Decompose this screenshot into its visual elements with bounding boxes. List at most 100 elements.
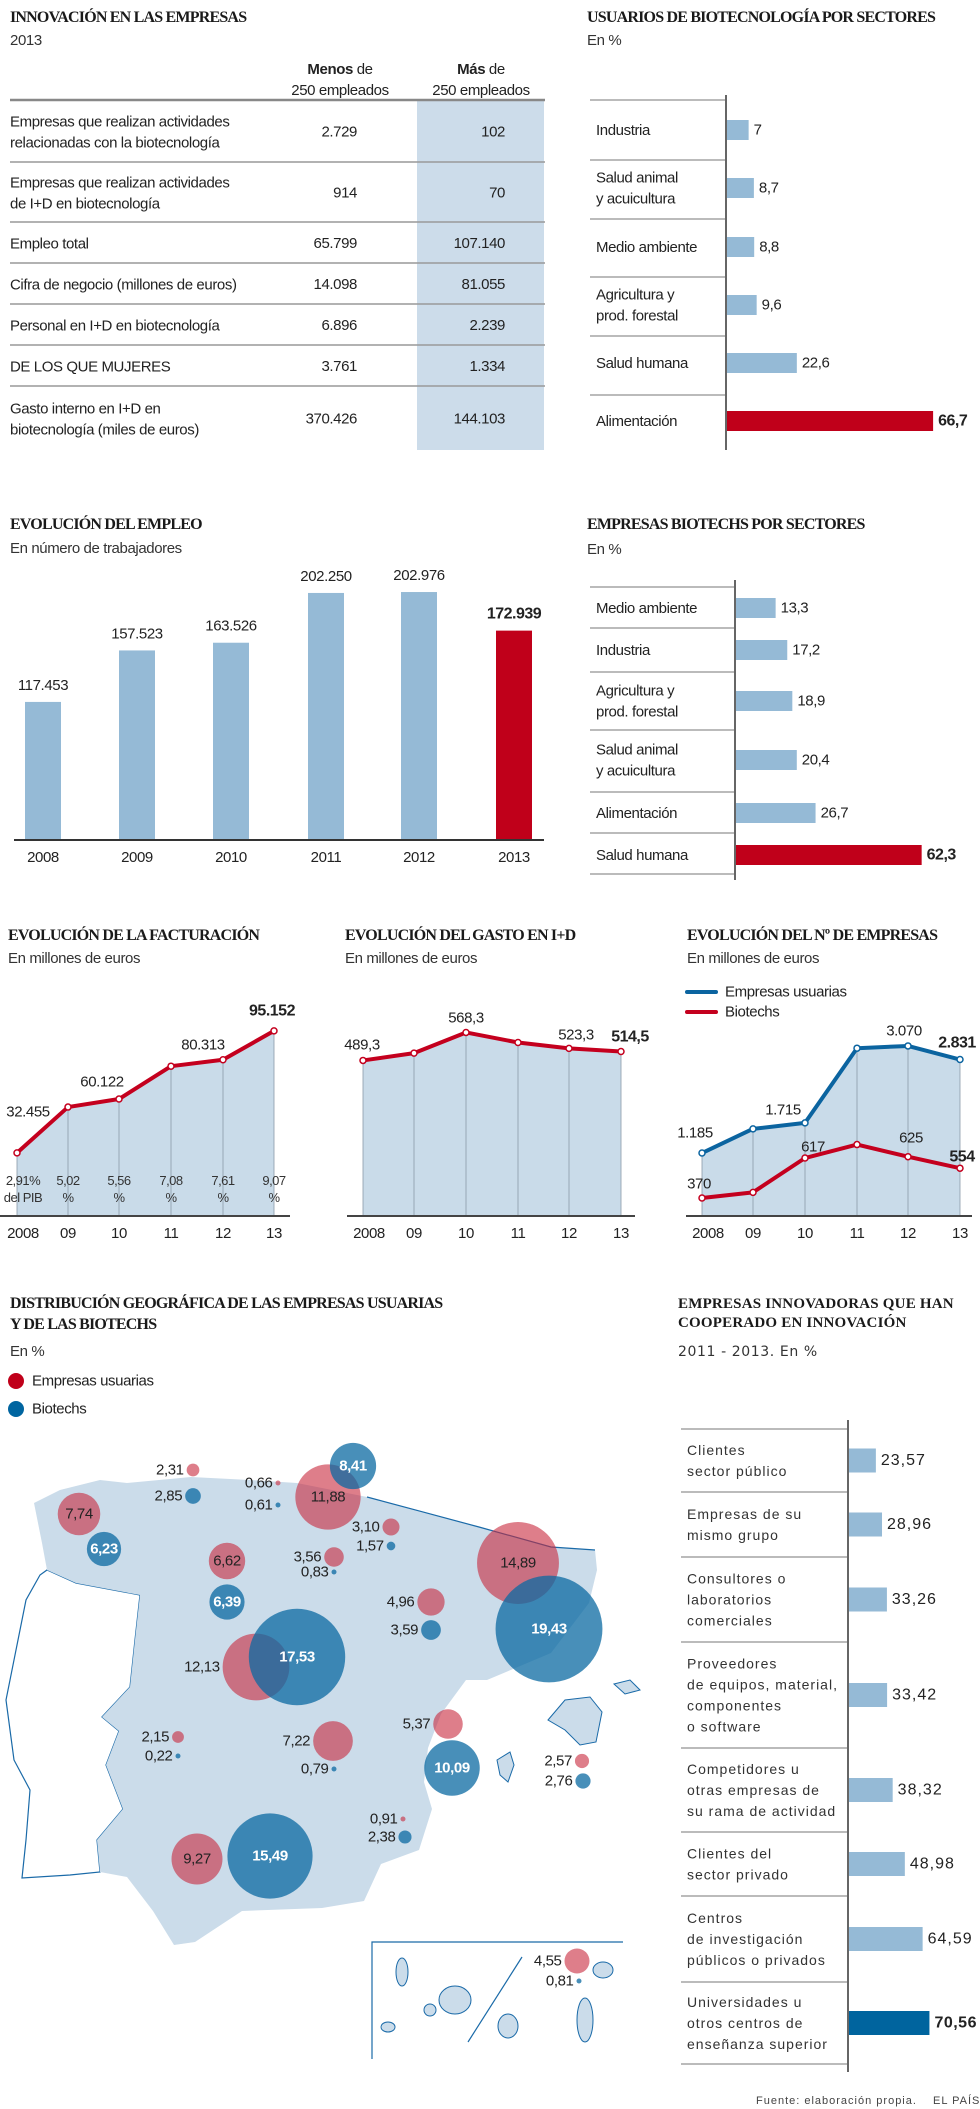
chart-title: EVOLUCIÓN DEL Nº DE EMPRESAS [687,925,938,944]
category-label-line: sector público [687,1463,787,1479]
bar [308,592,344,840]
row-label-line: biotecnología (miles de euros) [10,421,199,438]
row-label: Personal en I+D en biotecnología [10,317,220,334]
chart-subtitle: En % [587,541,621,558]
section-title: INNOVACIÓN EN LAS EMPRESAS [10,7,247,26]
biotechs-bubble [424,1740,480,1796]
bubble-value-label: 6,62 [213,1553,241,1570]
bar-row: 13,3 [736,598,809,618]
bar-value-label: 163.526 [205,618,256,635]
category-label: Industria [596,122,651,139]
data-label: 617 [801,1139,825,1156]
data-point [956,1164,964,1172]
x-tick-label: 10 [797,1225,813,1242]
data-point [749,1188,757,1197]
x-tick-label: 09 [406,1225,422,1242]
row-label: Empresas que realizan actividades de I+D … [10,174,229,212]
data-point [359,1056,367,1065]
pib-annotation-unit: % [113,1190,125,1205]
x-tick-label: 09 [60,1225,76,1242]
x-tick-label: 2012 [403,849,435,866]
x-tick-label: 11 [511,1225,526,1242]
bubble-value-label: 4,55 [534,1953,562,1970]
chart-subtitle: En millones de euros [8,950,140,967]
data-point [904,1042,912,1050]
data-point [853,1044,861,1052]
bar-value-label: 172.939 [487,606,542,623]
x-tick-label: 11 [850,1225,865,1242]
bar [727,120,749,140]
menorca-island [612,1679,641,1695]
usuarias-bubble [208,1542,246,1580]
canary-island [592,1961,614,1979]
category-label-line: Universidades u [687,1994,802,2010]
bar [849,1778,893,1802]
series-1: 489,3 568,3 523,3 514,5 [344,1010,650,1065]
data-point [956,1055,964,1064]
usuarias-bubble [574,1753,590,1769]
bubble-value-label: 9,27 [183,1851,211,1868]
data-point [13,1149,21,1157]
x-tick-label: 2008 [353,1225,385,1242]
category-label-line: públicos o privados [687,1952,826,1968]
data-label: 1.715 [765,1102,801,1119]
category-label-line: mismo grupo [687,1527,779,1543]
legend-label: Biotechs [725,1004,779,1021]
bubble-value-label: 0,22 [145,1748,173,1765]
bar [849,1448,876,1473]
table-row: 2.729 102 [321,124,505,141]
bar [736,803,816,823]
canary-island [576,1997,594,2043]
chart-title: EMPRESAS INNOVADORAS QUE HAN [678,1296,954,1312]
usuarias-bubble [324,1547,344,1567]
category-label-line: Medio ambiente [596,239,697,256]
data-label: 568,3 [448,1010,484,1027]
data-point [410,1049,418,1057]
chart-title: COOPERADO EN INNOVACIÓN [678,1314,907,1331]
bar [736,598,776,618]
bar-row: 33,26 [849,1587,936,1612]
bar [849,1683,888,1707]
category-label-line: Industria [596,642,651,659]
data-point [167,1062,175,1070]
bubble-value-label: 0,79 [301,1761,329,1778]
category-label-line: Proveedores [687,1656,777,1672]
row-label: Cifra de negocio (millones de euros) [10,276,237,293]
series-line [701,1142,961,1201]
pib-annotation-unit: % [62,1190,74,1205]
biotechs-bubble [421,1620,441,1640]
table-row: 14.098 81.055 [314,276,506,293]
data-label: 489,3 [344,1037,380,1054]
source-note: Fuente: elaboración propia. [756,2095,917,2107]
biotechs-bubble [248,1608,346,1706]
category-label: Salud humana [596,847,689,864]
data-point [801,1119,809,1127]
bar-row: 26,7 [736,803,849,823]
usuarias-bubble [382,1518,400,1536]
usuarias-bubble [417,1588,445,1616]
bar [736,845,922,865]
bubble-value-label: 7,22 [283,1733,311,1750]
pib-annotation: 5,02 [56,1173,80,1188]
x-tick-label: 2008 [27,849,59,866]
category-label-line: Clientes del [687,1846,772,1862]
data-label: 80.313 [181,1037,225,1054]
chart-title: EVOLUCIÓN DE LA FACTURACIÓN [8,925,260,944]
bubble-value-label: 19,43 [531,1621,567,1638]
bar-value-label: 157.523 [111,625,162,642]
pib-annotation: 9,07 [262,1173,286,1188]
value-menos-250: 2.729 [321,124,357,141]
category-label-line: Empresas de su [687,1506,802,1522]
bar-value-label: 38,32 [898,1782,943,1799]
x-tick-label: 11 [164,1225,179,1242]
bar-value-label: 9,6 [762,297,782,314]
bar-column: 202.976 2012 [393,567,445,866]
value-mas-250: 2.239 [469,317,505,334]
bar [736,691,793,711]
bubble-value-label: 2,38 [368,1829,396,1846]
x-tick-label: 2013 [498,849,530,866]
bar-row: 8,7 [727,178,779,198]
chart-title: USUARIOS DE BIOTECNOLOGÍA POR SECTORES [587,7,936,26]
series-1: 1.185 1.715 3.070 2.831 [677,1023,977,1157]
column-header-bold: Menos [307,61,353,78]
